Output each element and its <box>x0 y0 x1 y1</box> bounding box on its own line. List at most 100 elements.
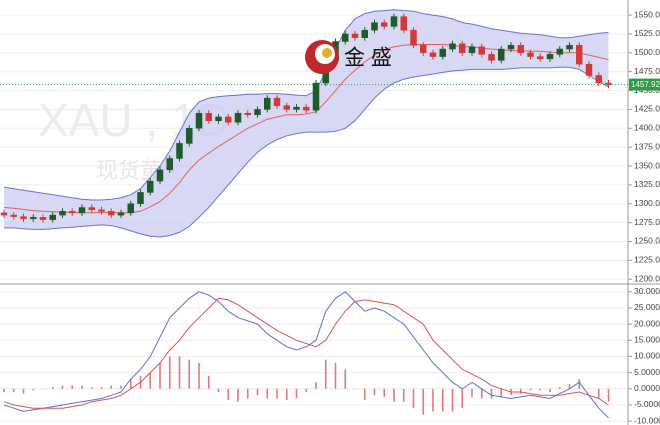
candle-body <box>117 212 125 216</box>
candle-body <box>205 112 212 121</box>
histogram-bar <box>285 388 288 401</box>
band-line <box>3 44 609 214</box>
candle-body <box>429 52 437 57</box>
histogram-bar <box>597 388 600 399</box>
candle-body <box>400 16 407 31</box>
y-tick-label: 1275.00 <box>634 217 660 227</box>
histogram-bar <box>519 388 522 394</box>
histogram-bar <box>51 387 54 389</box>
candle-body <box>576 45 583 65</box>
candle-body <box>283 105 290 110</box>
candle-body <box>273 97 281 106</box>
histogram-bar <box>198 362 200 389</box>
candle-body <box>312 82 320 111</box>
histogram-bar <box>246 388 249 399</box>
y-tick-label: 30.0000 <box>634 286 660 296</box>
histogram-bar <box>451 388 454 412</box>
histogram-bar <box>227 388 230 401</box>
candle-body <box>439 48 446 57</box>
candle-body <box>410 29 417 46</box>
candle-body <box>527 52 534 57</box>
histogram-bar <box>334 362 337 389</box>
candle-body <box>449 43 456 50</box>
candle-body <box>546 54 554 60</box>
histogram-bar <box>159 362 161 389</box>
histogram-bar <box>276 388 278 399</box>
histogram-bar <box>81 385 83 389</box>
candle-body <box>127 203 134 214</box>
histogram-bar <box>61 385 64 389</box>
candle-body <box>156 169 164 182</box>
candle-body <box>108 211 115 216</box>
candle-body <box>498 48 505 61</box>
histogram-bar <box>529 388 532 391</box>
histogram-bar <box>363 388 366 401</box>
histogram-bar <box>558 387 561 389</box>
y-tick-label: 1525.00 <box>634 28 660 38</box>
candle-body <box>371 22 378 31</box>
histogram-bar <box>471 388 473 397</box>
candle-body <box>225 116 232 123</box>
candle-body <box>49 214 56 220</box>
last-price-tag <box>629 78 660 91</box>
histogram-bar <box>266 388 269 399</box>
histogram-bar <box>344 369 347 389</box>
candle-body <box>537 56 544 60</box>
y-tick-label: 1475.00 <box>634 66 660 76</box>
candle-body <box>361 29 368 38</box>
histogram-bar <box>432 388 434 412</box>
histogram-bar <box>110 385 113 389</box>
histogram-bar <box>305 388 308 393</box>
candle-body <box>98 209 105 212</box>
histogram-bar <box>373 388 376 396</box>
histogram-bar <box>315 382 317 389</box>
histogram-bar <box>129 379 132 389</box>
candle-body <box>585 63 593 76</box>
candle-body <box>342 33 349 42</box>
y-tick-label: 1300.00 <box>634 198 660 208</box>
histogram-bar <box>207 375 210 389</box>
candle-body <box>166 158 173 171</box>
candle-body <box>303 106 310 111</box>
y-tick-label: 0.0000 <box>634 383 660 393</box>
y-tick-label: -5.0000 <box>634 399 660 409</box>
y-tick-label: 5.0000 <box>634 367 660 377</box>
y-tick-label: 1375.00 <box>634 141 660 151</box>
histogram-bar <box>256 388 259 396</box>
y-tick-label: 1425.00 <box>634 104 660 114</box>
candle-body <box>244 112 251 115</box>
y-tick-label: 1225.00 <box>634 255 660 265</box>
candle-body <box>147 180 154 193</box>
histogram-bar <box>422 388 425 415</box>
candle-body <box>556 48 563 55</box>
histogram-bar <box>354 388 356 390</box>
candle-body <box>566 45 573 50</box>
histogram-bar <box>402 388 405 402</box>
y-tick-label: 15.0000 <box>634 335 660 345</box>
candle-body <box>390 16 398 27</box>
histogram-bar <box>149 372 152 389</box>
y-tick-label: 25.0000 <box>634 302 660 312</box>
candle-body <box>186 128 193 144</box>
histogram-bar <box>237 388 239 402</box>
histogram-bar <box>324 359 327 389</box>
candle-body <box>605 82 612 85</box>
histogram-bar <box>3 388 5 393</box>
histogram-bar <box>607 388 610 402</box>
histogram-bar <box>412 388 415 409</box>
y-tick-label: 1250.00 <box>634 236 660 246</box>
candle-body <box>69 211 76 214</box>
candle-body <box>0 212 8 216</box>
histogram-bar <box>90 387 93 389</box>
macd-line <box>3 291 609 419</box>
histogram-bar <box>383 388 386 397</box>
candle-body <box>488 54 495 61</box>
histogram-bar <box>12 388 15 393</box>
histogram-bar <box>393 388 395 402</box>
histogram-bar <box>217 388 220 393</box>
histogram-bar <box>568 383 571 389</box>
y-tick-label: 1200.00 <box>634 273 660 283</box>
candle-body <box>595 75 602 84</box>
logo-text: 金 盛 <box>344 47 392 70</box>
